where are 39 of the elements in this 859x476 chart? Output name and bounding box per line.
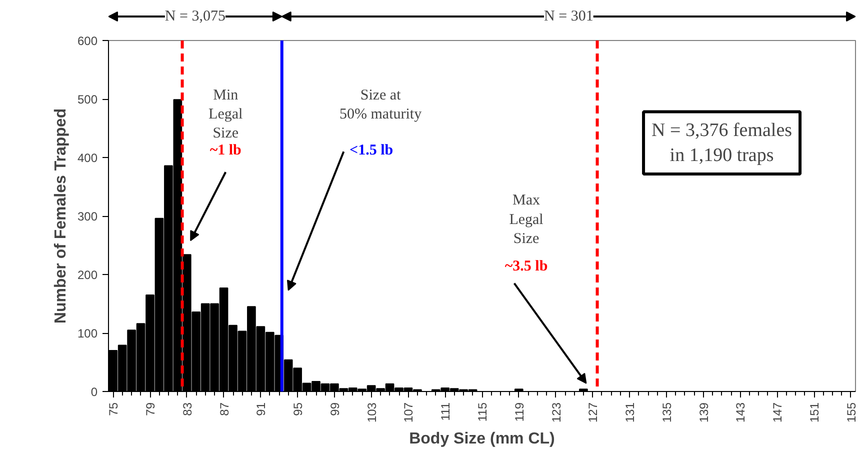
y-tick-label: 300	[77, 210, 98, 224]
x-tick-label: 147	[770, 402, 785, 423]
x-tick-label: 111	[438, 402, 453, 421]
x-tick-label: 119	[512, 402, 526, 422]
x-tick-label: 123	[549, 402, 564, 423]
x-tick-label: 151	[808, 402, 822, 423]
text: N = 301	[544, 8, 594, 24]
x-axis-title: Body Size (mm CL)	[409, 430, 555, 448]
y-tick-label: 0	[90, 385, 98, 399]
y-tick-label: 400	[77, 151, 98, 165]
x-tick-label: 95	[291, 402, 306, 416]
annotation: N = 3,376 females in 1,190 traps	[652, 120, 792, 166]
annotation: Max Legal Size	[509, 192, 544, 247]
annotation: Min Legal Size	[208, 87, 243, 142]
x-tick-label: 87	[217, 402, 232, 416]
y-tick-label: 600	[77, 34, 98, 48]
y-tick-label: 100	[77, 326, 98, 340]
text: N = 3,075	[164, 8, 226, 24]
y-axis-title: Number of Females Trapped	[52, 108, 70, 324]
x-tick-label: 115	[476, 402, 490, 422]
x-tick-label: 143	[734, 402, 748, 423]
x-tick-label: 155	[844, 402, 858, 423]
y-tick-label: 500	[77, 92, 98, 106]
ref-line-label: ~1 lb	[210, 142, 242, 159]
x-tick-label: 135	[660, 402, 674, 423]
x-tick-label: 131	[623, 402, 638, 423]
x-tick-label: 127	[586, 402, 600, 423]
x-tick-label: 107	[402, 402, 416, 423]
ref-line-label: <1.5 lb	[350, 142, 394, 159]
x-tick-label: 103	[364, 402, 379, 423]
x-tick-label: 139	[696, 402, 711, 423]
ref-line-label: ~3.5 lb	[504, 258, 548, 274]
annotation: Size at 50% maturity	[340, 87, 422, 122]
x-tick-label: 83	[180, 402, 194, 416]
x-tick-label: 99	[328, 402, 342, 416]
y-tick-label: 200	[77, 268, 98, 282]
x-tick-label: 75	[106, 402, 121, 416]
x-tick-label: 79	[144, 402, 158, 416]
x-tick-label: 91	[254, 402, 268, 416]
